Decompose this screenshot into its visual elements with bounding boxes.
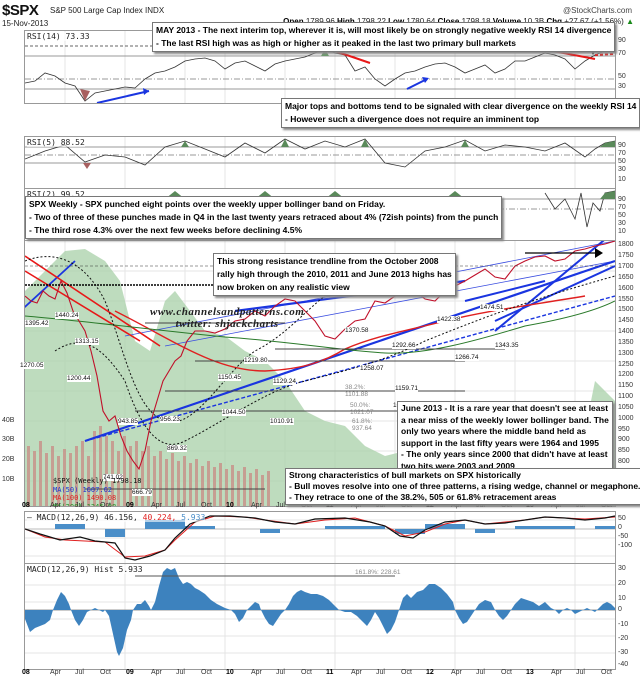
macd-hist-axis: 30 20 10 0 -10 -20 -30 -40 — [618, 565, 629, 668]
note-spx-weekly: SPX Weekly - SPX punched eight points ov… — [25, 196, 503, 239]
rsi2-axis: 90 70 50 30 10 — [618, 196, 626, 235]
note-major-tops: Major tops and bottoms tend to be signal… — [281, 98, 640, 128]
macd-axis: 50 0 -50 -100 — [618, 515, 633, 549]
rsi5-panel: RSI(5) 88.52 — [24, 136, 616, 190]
ohlc-summary: Open 1789.96 High 1798.22 Low 1780.64 Cl… — [283, 17, 634, 26]
price-plot — [25, 241, 615, 506]
price-legend: $SPX (Weekly) 1798.18 MA(50) 1607.62 MA(… — [53, 477, 142, 507]
macd-label: — MACD(12,26,9) 46.156, 40.224, 5.933 — [27, 513, 206, 522]
note-may-2013: MAY 2013 - The next interim top, whereve… — [152, 22, 616, 52]
rsi14-label: RSI(14) 73.33 — [27, 32, 90, 41]
brand-label: @StockCharts.com — [562, 6, 632, 15]
note-resistance-trendline: This strong resistance trendline from th… — [213, 253, 456, 296]
price-x-axis: 08 Apr Jul Oct 09 Apr Jul Oct 10 Apr Jul Oct 11 Apr Ju… — [22, 502, 612, 509]
macd-panel: — MACD(12,26,9) 46.156, 40.224, 5.933 — [24, 511, 616, 565]
rsi5-plot — [25, 137, 615, 189]
chart-date: 15-Nov-2013 — [2, 19, 49, 28]
macd-hist-plot — [25, 564, 615, 669]
watermark: www.channelsandpatterns.com twitter: shj… — [150, 306, 305, 330]
symbol-name: S&P 500 Large Cap Index INDX — [50, 6, 165, 15]
macd-hist-label: MACD(12,26,9) Hist 5.933 — [27, 565, 143, 574]
rsi5-label: RSI(5) 88.52 — [27, 138, 85, 147]
note-june-2013: June 2013 - It is a rare year that doesn… — [397, 401, 613, 474]
macd-plot — [25, 512, 615, 564]
rsi5-axis: 90 70 50 30 10 — [618, 142, 626, 183]
symbol: $SPX — [2, 2, 39, 19]
macd-hist-panel: MACD(12,26,9) Hist 5.933 161.8%: 228.61 — [24, 563, 616, 670]
note-bull-markets: Strong characteristics of bull markets o… — [285, 468, 640, 505]
fib-extension-label: 161.8%: 228.61 — [355, 569, 401, 576]
price-axis: 1800 1750 1700 1650 1600 1550 1500 1450 … — [618, 241, 634, 498]
rsi14-axis: 90 70 50 30 — [618, 37, 626, 90]
bottom-x-axis: 08 Apr Jul Oct 09 Apr Jul Oct 10 Apr Jul Oct 11 Apr Ju… — [22, 669, 612, 676]
chart-header: $SPX S&P 500 Large Cap Index INDX 15-Nov… — [0, 0, 640, 30]
rsi2-label: RSI(2) 99.52 — [27, 190, 85, 199]
